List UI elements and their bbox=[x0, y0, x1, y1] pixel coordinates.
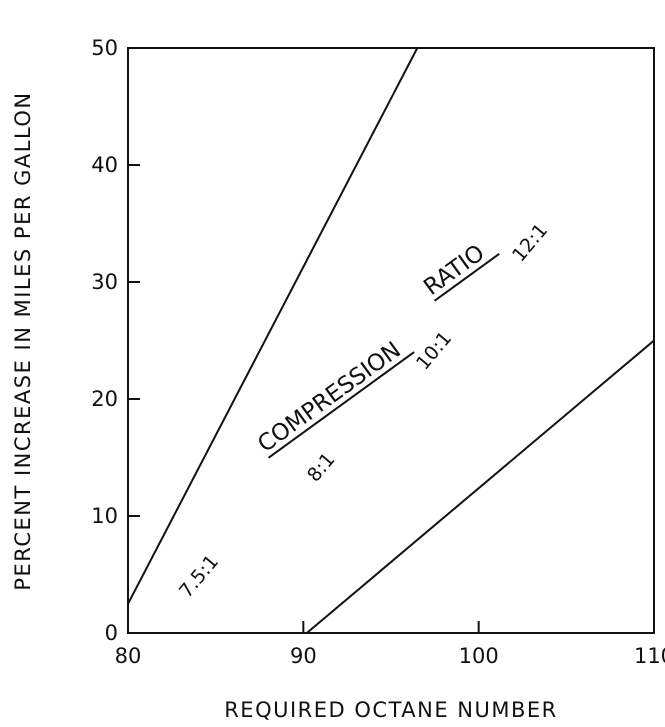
y-tick-label: 30 bbox=[91, 270, 118, 294]
x-tick-label: 80 bbox=[115, 644, 142, 668]
x-axis-label: REQUIRED OCTANE NUMBER bbox=[224, 698, 558, 722]
x-tick-label: 110 bbox=[634, 644, 665, 668]
ratio-label: RATIO bbox=[419, 240, 489, 301]
compression-underline bbox=[267, 351, 415, 459]
compression-label: COMPRESSION bbox=[253, 337, 406, 458]
compression-label-group: COMPRESSION bbox=[253, 337, 415, 459]
series-group bbox=[127, 47, 655, 634]
series-line-2 bbox=[306, 339, 655, 634]
ratio-8-label: 8:1 bbox=[303, 449, 340, 487]
y-tick-label: 20 bbox=[91, 387, 118, 411]
ratio-10-label: 10:1 bbox=[412, 327, 456, 374]
series-line-1 bbox=[127, 47, 419, 605]
y-tick-label: 50 bbox=[91, 36, 118, 60]
x-tick-label: 100 bbox=[459, 644, 499, 668]
ratio-12-label: 12:1 bbox=[508, 219, 552, 266]
ratio-7-5-label: 7.5:1 bbox=[175, 551, 223, 602]
y-axis-label: PERCENT INCREASE IN MILES PER GALLON bbox=[11, 91, 35, 590]
ratio-label-group: RATIO bbox=[419, 240, 500, 302]
axis-ticks: 0 10 20 30 40 50 80 90 100 110 bbox=[91, 36, 665, 668]
y-tick-label: 10 bbox=[91, 504, 118, 528]
y-tick-label: 0 bbox=[105, 621, 118, 645]
x-tick-label: 90 bbox=[290, 644, 317, 668]
y-tick-label: 40 bbox=[91, 153, 118, 177]
ratio-underline bbox=[433, 253, 500, 302]
